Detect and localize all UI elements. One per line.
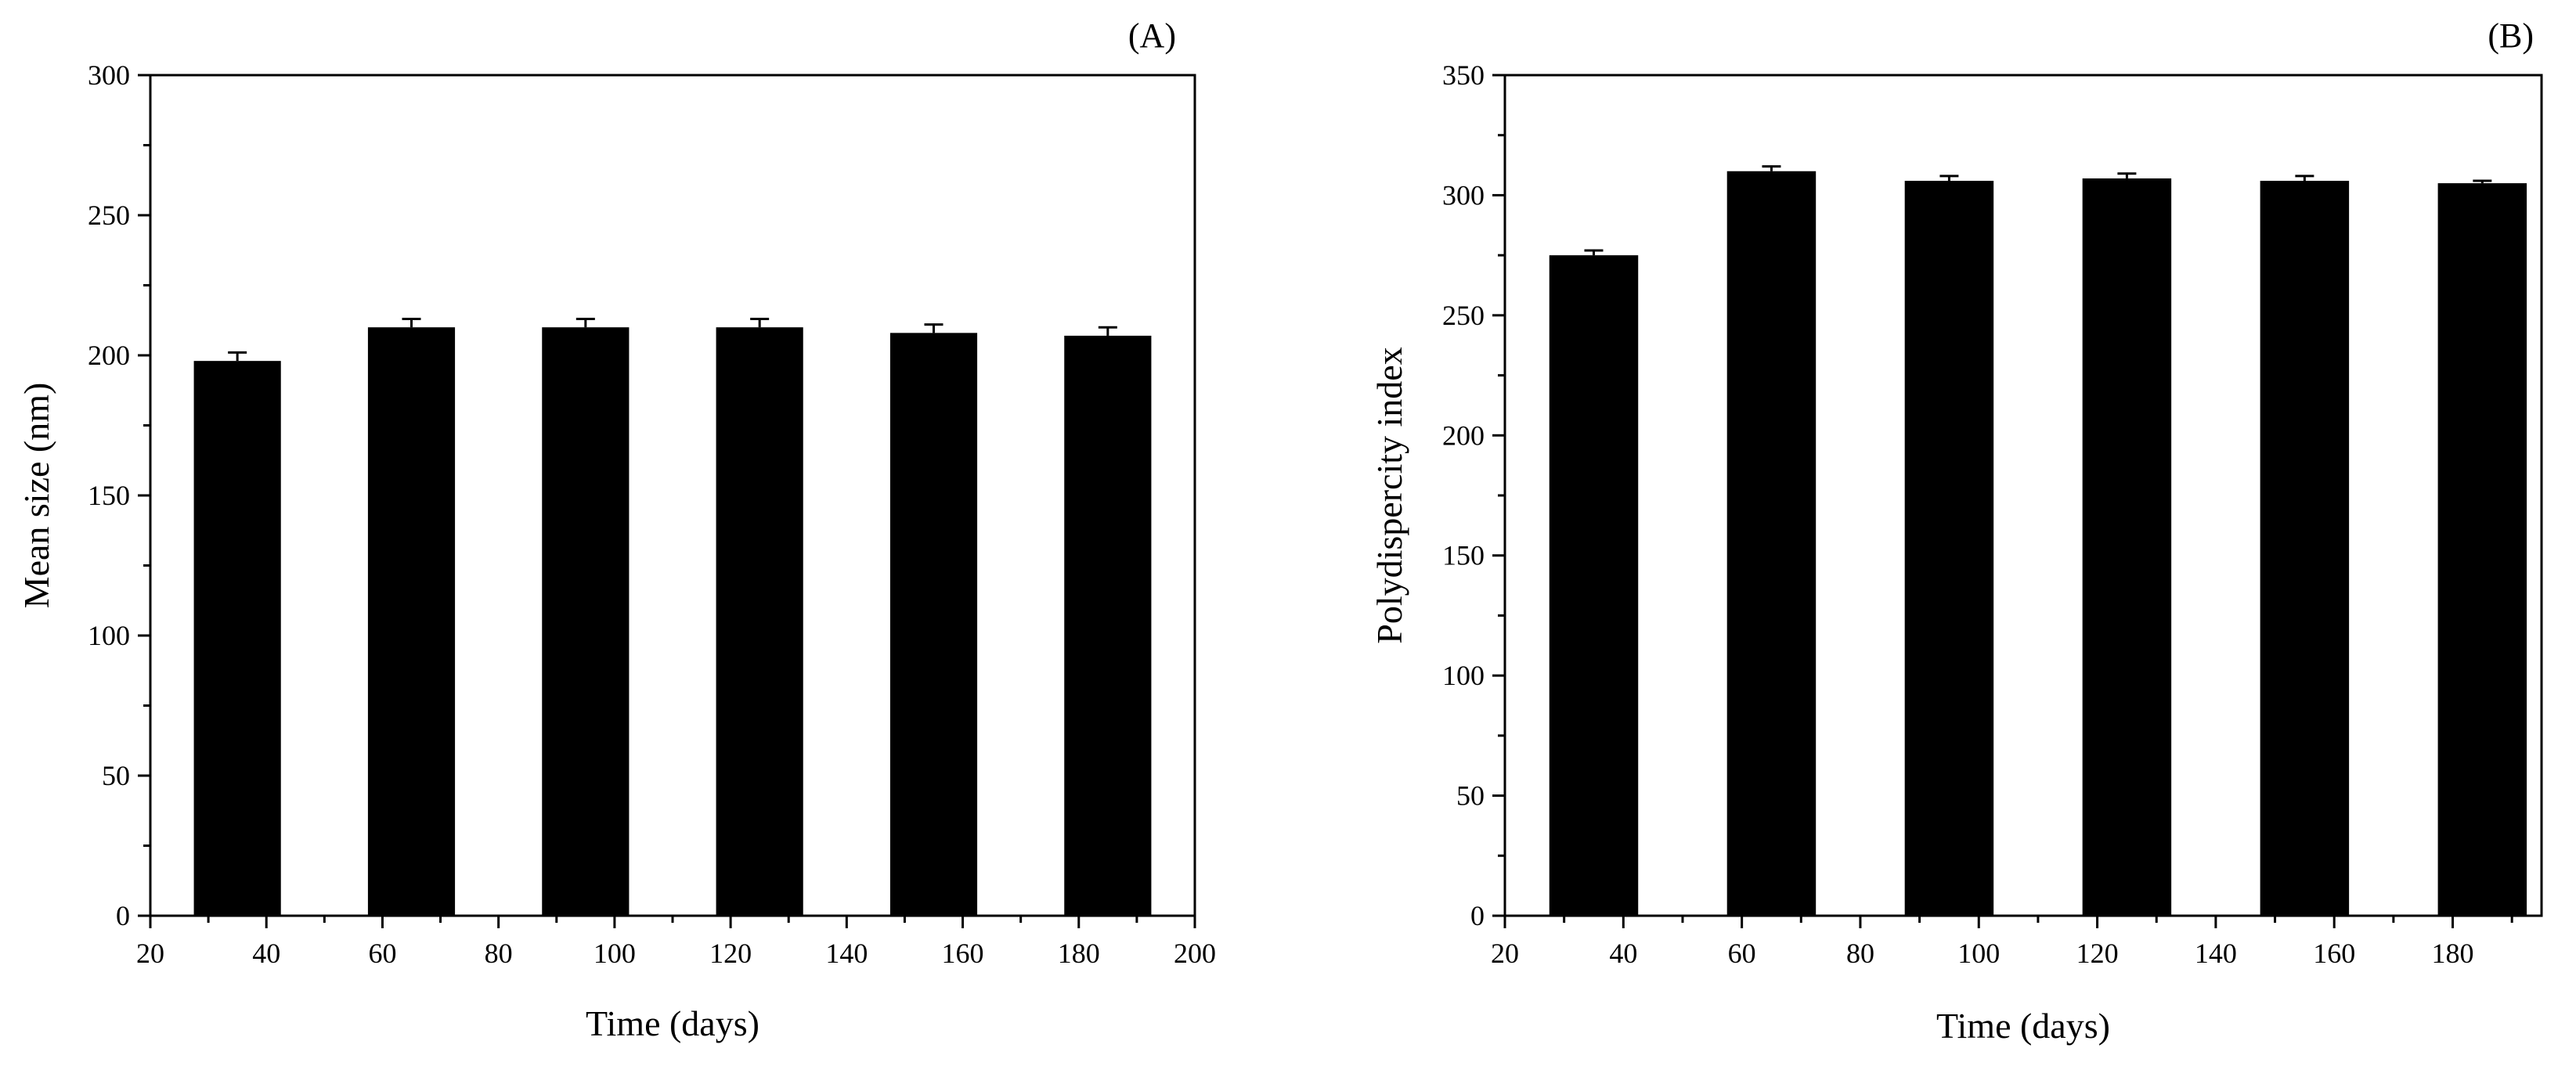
chart-panel-b: 20 40 60 80 100 120 140 160 180 0 50 100 150 200 250 3… (1369, 16, 2543, 1046)
bar (1726, 171, 1817, 916)
x-tick-label: 160 (2313, 938, 2355, 969)
bar (367, 327, 456, 916)
bar (2437, 183, 2527, 917)
y-tick-label: 350 (1442, 59, 1485, 91)
x-axis: 20 40 60 80 100 120 140 160 180 200 (136, 916, 1216, 969)
x-tick-label: 160 (942, 938, 984, 969)
y-tick-label: 50 (102, 760, 130, 791)
y-tick-label: 250 (1442, 300, 1485, 331)
x-axis: 20 40 60 80 100 120 140 160 180 (1491, 916, 2513, 969)
bar (542, 327, 630, 916)
y-tick-label: 200 (1442, 420, 1485, 451)
x-axis-title: Time (days) (586, 1003, 759, 1043)
y-axis: 0 50 100 150 200 250 300 350 (1442, 59, 1505, 931)
bars-group (1549, 171, 2527, 917)
panel-label: (B) (2488, 16, 2534, 55)
bar (1549, 255, 1639, 917)
x-tick-label: 20 (1491, 938, 1519, 969)
y-axis: 0 50 100 150 200 250 300 (88, 59, 150, 931)
x-tick-label: 100 (593, 938, 636, 969)
error-bars-group (228, 317, 1117, 362)
x-tick-label: 140 (2195, 938, 2237, 969)
x-tick-label: 200 (1174, 938, 1216, 969)
error-bars-group (1584, 165, 2492, 256)
x-tick-label: 180 (1058, 938, 1100, 969)
y-tick-label: 250 (88, 200, 130, 231)
x-tick-label: 140 (825, 938, 868, 969)
bar (716, 327, 803, 916)
x-tick-label: 40 (252, 938, 280, 969)
x-tick-label: 60 (368, 938, 396, 969)
y-tick-label: 0 (116, 900, 130, 931)
y-tick-label: 100 (88, 620, 130, 651)
y-axis-title: Polydispercity index (1369, 347, 1409, 643)
y-tick-label: 300 (88, 59, 130, 91)
x-tick-label: 120 (2076, 938, 2119, 969)
x-tick-label: 20 (136, 938, 164, 969)
y-tick-label: 200 (88, 340, 130, 371)
y-tick-label: 300 (1442, 179, 1485, 211)
x-tick-label: 60 (1728, 938, 1756, 969)
y-tick-label: 100 (1442, 660, 1485, 691)
y-tick-label: 150 (1442, 540, 1485, 571)
x-tick-label: 180 (2432, 938, 2474, 969)
x-tick-label: 120 (709, 938, 752, 969)
x-tick-label: 80 (1846, 938, 1874, 969)
chart-panel-a: 20 40 60 80 100 120 140 160 180 200 0501001502002… (16, 16, 1216, 1043)
plot-frame (1503, 74, 2543, 917)
x-tick-label: 40 (1609, 938, 1637, 969)
x-axis-title: Time (days) (1936, 1006, 2110, 1046)
y-axis-title: Mean size (nm) (16, 383, 56, 609)
x-tick-label: 80 (485, 938, 513, 969)
y-tick-label: 150 (88, 480, 130, 511)
bar (1064, 335, 1152, 916)
panel-label: (A) (1128, 16, 1176, 55)
bar (2260, 181, 2350, 916)
bar (2082, 178, 2172, 916)
bar (193, 361, 281, 916)
plot-frame (149, 74, 1196, 917)
bars-group (193, 327, 1152, 916)
bar (889, 333, 978, 916)
x-tick-label: 100 (1957, 938, 2000, 969)
y-tick-label: 50 (1456, 780, 1485, 812)
bar (1904, 181, 1994, 916)
y-tick-label: 0 (1470, 900, 1485, 931)
